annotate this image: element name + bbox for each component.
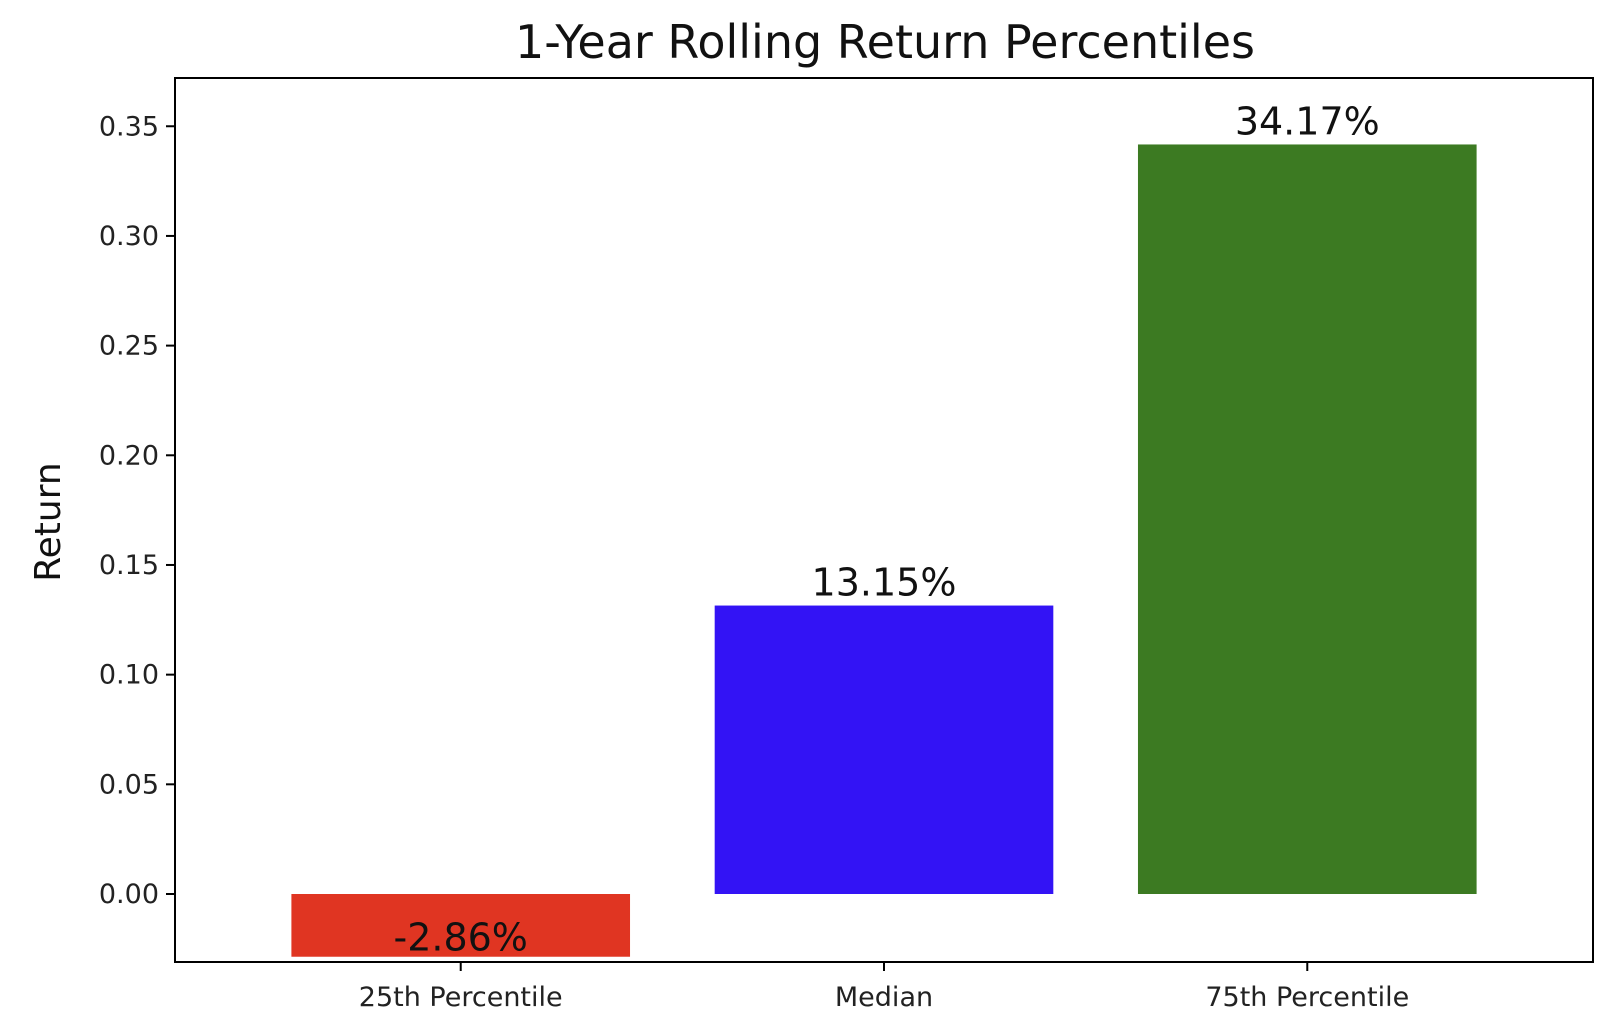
y-tick-label: 0.35 [99,111,159,142]
x-axis: 25th Percentile Median 75th Percentile [359,962,1409,1013]
y-tick-label: 0.15 [99,550,159,581]
y-axis: 0.00 0.05 0.10 0.15 0.20 0.25 0.30 0.35 [99,111,175,910]
plot-area-frame [174,77,1594,963]
y-tick-label: 0.25 [99,331,159,362]
bars [291,144,1477,957]
bar-75th-percentile [1137,144,1477,894]
y-tick-label: 0.05 [99,769,159,800]
bar-25th-percentile [291,894,631,957]
y-tick-label: 0.20 [99,440,159,471]
bar-median [714,605,1054,894]
y-axis-label: Return [28,462,69,581]
x-tick-label: Median [835,982,933,1013]
bar-value-label: 13.15% [812,561,957,605]
y-tick-label: 0.00 [99,879,159,910]
y-tick-label: 0.10 [99,660,159,691]
bar-value-label: -2.86% [393,916,527,960]
chart-title: 1-Year Rolling Return Percentiles [515,15,1255,69]
x-tick-label: 25th Percentile [359,982,563,1013]
data-labels: -2.86% 13.15% 34.17% [393,99,1379,959]
bar-value-label: 34.17% [1235,99,1380,143]
x-tick-label: 75th Percentile [1205,982,1409,1013]
y-tick-label: 0.30 [99,221,159,252]
